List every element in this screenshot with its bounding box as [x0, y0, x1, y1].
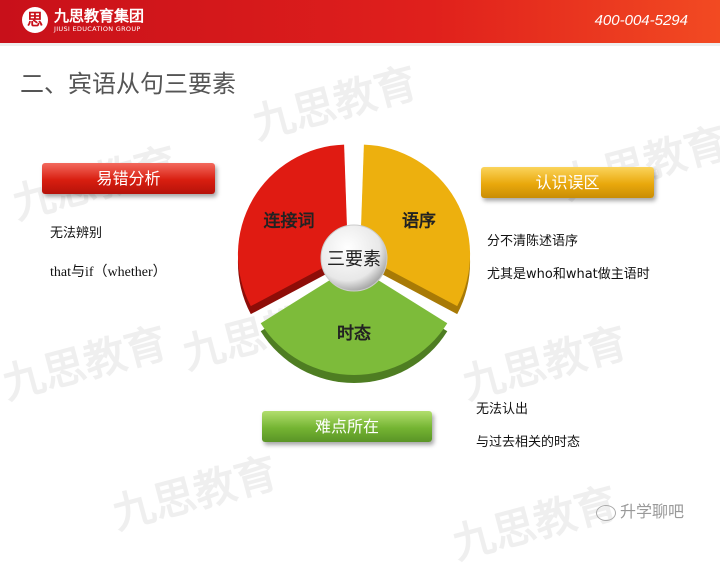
- pie-diagram: 三要素 连接词 语序 时态: [237, 144, 471, 383]
- pie-center-label: 三要素: [327, 249, 381, 270]
- footer-brand: 升学聊吧: [596, 498, 684, 522]
- pie-slice: [360, 144, 471, 307]
- difficulties-button[interactable]: 难点所在: [262, 411, 432, 442]
- footer-label: 升学聊吧: [620, 502, 685, 521]
- slide-title: 二、宾语从句三要素: [20, 70, 236, 98]
- phone-number: 400-004-5294: [594, 12, 688, 29]
- wechat-icon: [596, 504, 616, 521]
- logo-icon: 思: [22, 7, 48, 33]
- errors-button[interactable]: 易错分析: [42, 163, 215, 194]
- slice-label: 连接词: [264, 211, 315, 232]
- logo-name: 九思教育集团: [54, 7, 145, 25]
- header-bar: 思 九思教育集团 JIUSI EDUCATION GROUP 400-004-5…: [0, 0, 720, 46]
- slice-label: 语序: [402, 211, 436, 232]
- pie-slice: [237, 144, 348, 307]
- pie-slice: [260, 265, 448, 375]
- misconceptions-item: 尤其是who和what做主语时: [487, 267, 650, 282]
- errors-item: that与if（whether）: [50, 265, 167, 280]
- misconceptions-item: 分不清陈述语序: [487, 234, 579, 249]
- pie-center: [320, 224, 388, 292]
- slice-label: 时态: [337, 323, 371, 344]
- logo-subtitle: JIUSI EDUCATION GROUP: [54, 25, 141, 33]
- errors-item: 无法辨别: [50, 226, 103, 241]
- difficulties-item: 与过去相关的时态: [476, 435, 581, 450]
- misconceptions-button[interactable]: 认识误区: [481, 167, 654, 198]
- difficulties-item: 无法认出: [476, 402, 529, 417]
